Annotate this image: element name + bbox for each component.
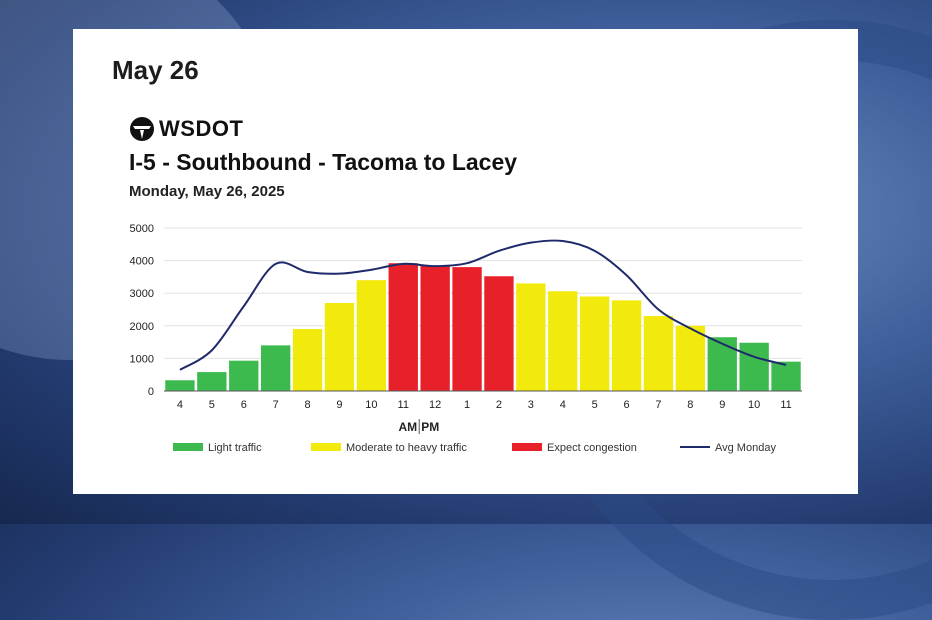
chart-card: May 26 WSDOT I-5 - Southbound - Tacoma t… [73, 29, 858, 494]
bar-moderate [675, 325, 706, 391]
bar-congestion [484, 276, 514, 391]
x-tick-label: 9 [719, 399, 725, 411]
bar-light [165, 380, 195, 391]
bar-light [739, 342, 769, 391]
bar-light [260, 345, 291, 391]
legend-label: Expect congestion [547, 442, 637, 454]
x-tick-label: 5 [209, 399, 215, 411]
pm-label: PM [421, 420, 439, 434]
y-tick-label: 2000 [130, 321, 154, 333]
x-tick-label: 10 [748, 399, 760, 411]
bar-moderate [643, 316, 674, 391]
y-tick-label: 3000 [130, 288, 154, 300]
x-tick-label: 6 [241, 399, 247, 411]
x-tick-label: 12 [429, 399, 441, 411]
avg-line-series [179, 239, 787, 371]
y-tick-label: 0 [148, 386, 154, 398]
x-tick-label: 6 [623, 399, 629, 411]
bar-moderate [292, 329, 323, 391]
x-tick-label: 2 [496, 399, 502, 411]
bar-light [707, 337, 737, 391]
x-tick-label: 8 [304, 399, 310, 411]
bar-congestion [420, 265, 450, 391]
x-tick-label: 5 [592, 399, 598, 411]
legend-label: Moderate to heavy traffic [346, 442, 467, 454]
bar-light [229, 360, 259, 391]
x-tick-label: 8 [687, 399, 693, 411]
bar-moderate [356, 280, 387, 391]
legend-label: Avg Monday [715, 442, 776, 454]
avg-monday-line [179, 239, 787, 371]
bar-moderate [516, 283, 546, 391]
x-tick-label: 4 [177, 399, 183, 411]
am-pm-label: AM PM [399, 419, 439, 434]
bar-congestion [452, 267, 482, 391]
x-axis-ticks: 4 5 6 7 8 9 10 11 12 1 2 3 4 5 6 7 8 9 10 11 [177, 399, 792, 411]
bar-light [771, 361, 801, 391]
wsdot-logo-text: WSDOT [159, 116, 244, 141]
legend-label: Light traffic [208, 442, 262, 454]
y-tick-label: 1000 [130, 353, 154, 365]
date-heading: May 26 [112, 55, 199, 85]
wsdot-logo-icon [130, 117, 154, 141]
x-tick-label: 7 [273, 399, 279, 411]
x-tick-label: 4 [560, 399, 566, 411]
bar-series [165, 263, 801, 391]
bar-congestion [388, 263, 418, 391]
legend-swatch-congestion [512, 443, 542, 451]
bar-light [197, 372, 227, 391]
wsdot-logo: WSDOT [129, 116, 243, 142]
bar-moderate [579, 296, 610, 391]
x-tick-label: 11 [780, 399, 791, 411]
bar-moderate [611, 300, 642, 391]
chart-title: I-5 - Southbound - Tacoma to Lacey [129, 149, 518, 175]
chart-subtitle: Monday, May 26, 2025 [129, 183, 285, 200]
x-tick-label: 1 [464, 399, 470, 411]
x-tick-label: 9 [336, 399, 342, 411]
x-tick-label: 3 [528, 399, 534, 411]
x-tick-label: 10 [365, 399, 377, 411]
y-axis-ticks: 0 1000 2000 3000 4000 5000 [130, 223, 154, 398]
y-tick-label: 4000 [130, 256, 154, 268]
legend-swatch-light [173, 443, 203, 451]
x-tick-label: 11 [398, 399, 409, 411]
legend-swatch-moderate [311, 443, 341, 451]
bar-moderate [324, 302, 355, 391]
y-tick-label: 5000 [130, 223, 154, 235]
gridlines [164, 227, 802, 359]
bar-moderate [548, 291, 578, 391]
chart-legend: Light traffic Moderate to heavy traffic Ex… [173, 442, 776, 454]
am-label: AM [399, 420, 418, 434]
x-tick-label: 7 [655, 399, 661, 411]
